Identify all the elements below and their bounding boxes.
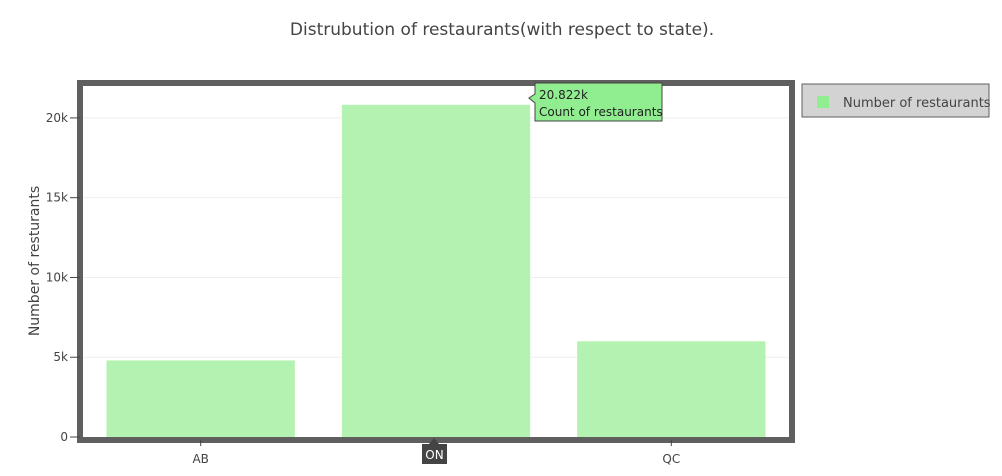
hover-tooltip: 20.822k Count of restaurants — [528, 82, 663, 122]
y-tick-label: 0 — [60, 430, 68, 444]
tooltip-label: Count of restaurants — [539, 105, 663, 119]
y-tick-label: 5k — [53, 350, 68, 364]
bar-on[interactable] — [341, 104, 531, 437]
y-axis-ticks: 0 5k 10k 15k 20k — [46, 111, 80, 444]
legend[interactable]: Number of restaurants — [801, 83, 991, 118]
y-tick-label: 20k — [46, 111, 68, 125]
y-tick-label: 15k — [46, 191, 68, 205]
y-tick-label: 10k — [46, 270, 68, 284]
bars — [106, 104, 766, 437]
bar-qc[interactable] — [577, 341, 766, 437]
y-axis-title: Number of resturants — [27, 186, 43, 336]
chart-title: Distrubution of restaurants(with respect… — [290, 20, 714, 40]
tooltip-value: 20.822k — [539, 88, 588, 102]
legend-box — [801, 83, 990, 118]
hover-axis-label: ON — [422, 438, 447, 464]
x-tick-label: QC — [662, 452, 680, 466]
hover-axis-label-text: ON — [425, 448, 443, 462]
x-tick-label: AB — [192, 452, 208, 466]
bar-ab[interactable] — [106, 360, 295, 437]
hover-axis-label-box — [422, 438, 447, 464]
legend-label: Number of restaurants — [843, 96, 991, 111]
legend-swatch[interactable] — [817, 96, 829, 108]
tooltip-box — [528, 82, 663, 122]
